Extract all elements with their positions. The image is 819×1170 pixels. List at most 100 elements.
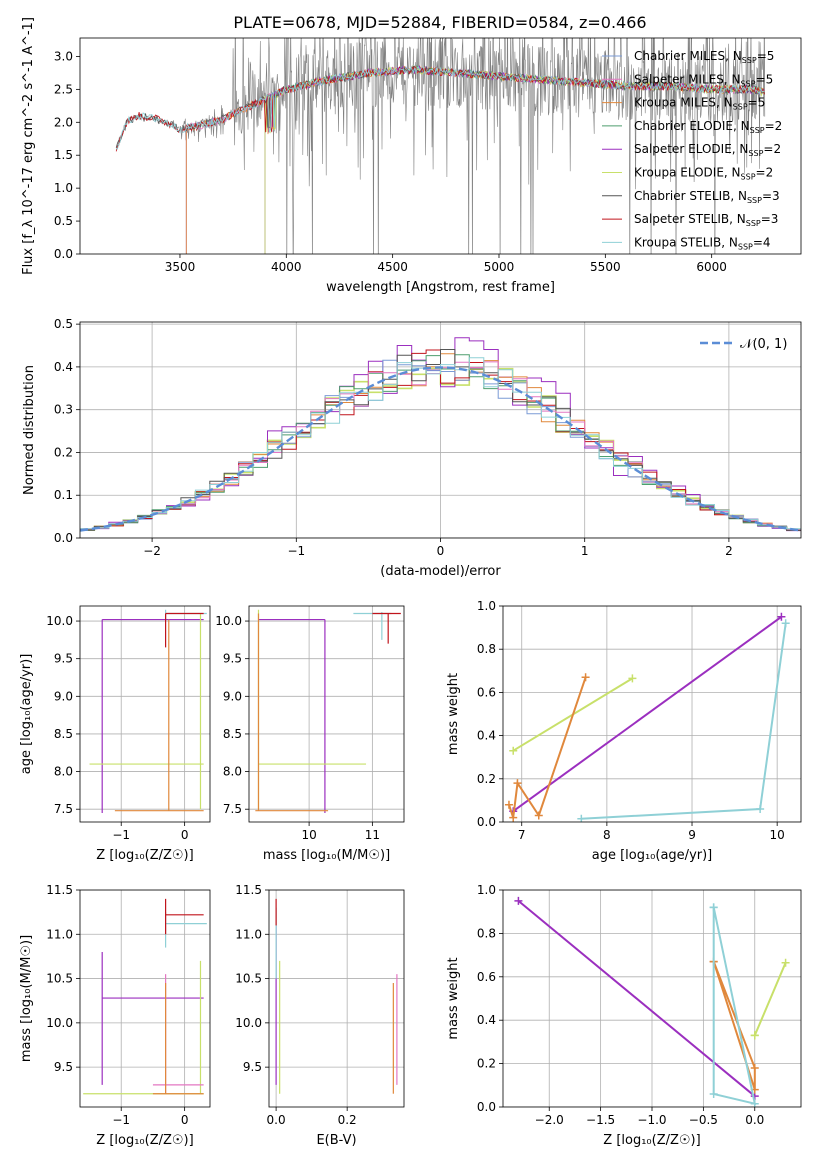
marker bbox=[750, 1031, 759, 1040]
x-tick-label: 7 bbox=[518, 828, 526, 842]
legend-subscript: SSP bbox=[742, 56, 757, 65]
y-tick-label: 9.5 bbox=[243, 1060, 262, 1074]
x-tick-label: 0.2 bbox=[338, 1113, 357, 1127]
legend-subscript: SSP bbox=[746, 219, 761, 228]
y-tick-label: 2.5 bbox=[54, 82, 73, 96]
errorbar-kroupa-miles bbox=[255, 613, 329, 812]
series-kroupa-miles bbox=[712, 961, 756, 1090]
legend-label: 𝒩(0, 1) bbox=[740, 337, 787, 352]
plot-area bbox=[503, 890, 801, 1107]
marker bbox=[581, 673, 590, 682]
x-tick-label: 2 bbox=[725, 544, 733, 558]
plot-area bbox=[503, 606, 801, 822]
histogram-kroupa-stelib bbox=[80, 357, 801, 530]
plot-area bbox=[80, 322, 801, 538]
y-tick-label: 0.6 bbox=[477, 970, 496, 984]
y-axis-label: mass weight bbox=[446, 957, 461, 1039]
x-tick-label: 9 bbox=[688, 828, 696, 842]
x-axis-label: age [log₁₀(age/yr)] bbox=[592, 848, 713, 863]
errorbar-salpeter-elodie bbox=[101, 952, 204, 1085]
y-tick-label: 9.0 bbox=[223, 689, 242, 703]
legend-subscript: SSP bbox=[741, 79, 756, 88]
legend-suffix: =4 bbox=[753, 235, 771, 249]
series-kroupa-stelib bbox=[581, 623, 787, 820]
y-tick-label: 0.4 bbox=[477, 729, 496, 743]
errorbar-salpeter-stelib bbox=[165, 612, 204, 648]
plot-area bbox=[80, 890, 210, 1107]
y-tick-label: 10.0 bbox=[235, 1016, 262, 1030]
errorbar-salpeter-elodie bbox=[101, 618, 204, 813]
legend-suffix: =5 bbox=[748, 96, 766, 110]
y-tick-label: 8.0 bbox=[54, 765, 73, 779]
x-tick-label: 8 bbox=[603, 828, 611, 842]
marker bbox=[628, 674, 637, 683]
y-tick-label: 1.0 bbox=[54, 181, 73, 195]
normal-curve bbox=[80, 366, 801, 532]
x-tick-label: −1.0 bbox=[637, 1113, 666, 1127]
y-tick-label: 0.3 bbox=[54, 403, 73, 417]
x-tick-label: 0.0 bbox=[267, 1113, 286, 1127]
legend-label: Chabrier MILES, NSSP=5 bbox=[634, 49, 774, 65]
y-tick-label: 0.2 bbox=[54, 445, 73, 459]
x-tick-label: −1 bbox=[287, 544, 305, 558]
errorbar-kroupa-miles bbox=[114, 619, 204, 812]
legend: 𝒩(0, 1) bbox=[700, 337, 787, 352]
series-salpeter-elodie bbox=[512, 615, 782, 813]
errorbar-kroupa-stelib bbox=[165, 912, 207, 948]
y-tick-label: 0.0 bbox=[54, 247, 73, 261]
legend-label: Kroupa STELIB, NSSP=4 bbox=[634, 235, 771, 251]
x-axis-label: mass [log₁₀(M/M☉)] bbox=[263, 848, 390, 863]
y-tick-label: 11.0 bbox=[235, 927, 262, 941]
y-tick-label: 9.5 bbox=[54, 1060, 73, 1074]
x-axis-label: wavelength [Angstrom, rest frame] bbox=[326, 280, 555, 295]
panel-mass_vs_Z: −1 0 9.5 10.0 10.5 11.0 11.5 Z [log₁₀(Z/Z☉)] mas… bbox=[19, 883, 211, 1148]
x-tick-label: −1.5 bbox=[586, 1113, 615, 1127]
legend-subscript: SSP bbox=[750, 126, 765, 135]
model-salpeter-stelib bbox=[115, 65, 765, 152]
y-tick-label: 10.0 bbox=[215, 614, 242, 628]
histogram-chabrier-stelib bbox=[80, 349, 801, 531]
x-tick-label: 6000 bbox=[696, 260, 727, 274]
x-tick-label: 0 bbox=[181, 1113, 189, 1127]
x-axis-label: E(B-V) bbox=[316, 1133, 356, 1148]
axes-frame bbox=[502, 889, 802, 1108]
y-tick-label: 0.1 bbox=[54, 488, 73, 502]
plot-area bbox=[269, 890, 404, 1107]
x-tick-label: 4000 bbox=[271, 260, 302, 274]
y-tick-label: 1.0 bbox=[477, 883, 496, 897]
errorbar-salpeter-elodie bbox=[258, 618, 326, 813]
y-tick-label: 0.0 bbox=[477, 815, 496, 829]
marker bbox=[709, 903, 718, 912]
y-tick-label: 8.5 bbox=[223, 727, 242, 741]
x-tick-label: −0.5 bbox=[689, 1113, 718, 1127]
y-tick-label: 3.0 bbox=[54, 49, 73, 63]
panel-age_vs_mass: 10 11 7.5 8.0 8.5 9.0 9.5 10.0 mass [log₁₀(M/M☉)… bbox=[215, 605, 405, 863]
y-axis-label: age [log₁₀(age/yr)] bbox=[19, 654, 34, 775]
panel-residuals: −2 −1 0 1 2 0.0 0.1 0.2 0.3 0.4 0.5 (data-model)/er… bbox=[22, 317, 802, 579]
y-axis-label: mass weight bbox=[446, 673, 461, 755]
x-tick-label: 5000 bbox=[484, 260, 515, 274]
series-kroupa-stelib bbox=[712, 907, 757, 1106]
y-tick-label: 1.0 bbox=[477, 599, 496, 613]
panel-age_vs_Z: −1 0 7.5 8.0 8.5 9.0 9.5 10.0 Z [log₁₀(Z/Z☉)] age… bbox=[19, 605, 211, 863]
legend-suffix: =2 bbox=[756, 166, 774, 180]
x-tick-label: 4500 bbox=[377, 260, 408, 274]
legend-suffix: =3 bbox=[762, 189, 780, 203]
y-tick-label: 10.5 bbox=[46, 972, 73, 986]
legend-subscript: SSP bbox=[733, 103, 748, 112]
y-tick-label: 10.0 bbox=[46, 614, 73, 628]
y-tick-label: 7.5 bbox=[223, 802, 242, 816]
figure-title: PLATE=0678, MJD=52884, FIBERID=0584, z=0… bbox=[233, 13, 646, 32]
legend-subscript: SSP bbox=[741, 173, 756, 182]
x-tick-label: 0 bbox=[437, 544, 445, 558]
y-axis-label: Flux [f_λ 10^-17 erg cm^-2 s^-1 A^-1] bbox=[21, 17, 36, 275]
errorbar-kroupa-elodie bbox=[83, 960, 204, 1095]
legend-suffix: =2 bbox=[765, 119, 783, 133]
panel-weight_vs_age: 7 8 9 10 0.0 0.2 0.4 0.6 0.8 1.0 age [log₁₀(age/yr… bbox=[446, 599, 802, 863]
y-tick-label: 10.0 bbox=[46, 1016, 73, 1030]
axes-frame bbox=[79, 605, 211, 823]
x-tick-label: 3500 bbox=[165, 260, 196, 274]
legend-label: Kroupa ELODIE, NSSP=2 bbox=[634, 166, 773, 182]
marker bbox=[781, 958, 790, 967]
x-tick-label: 10 bbox=[770, 828, 785, 842]
